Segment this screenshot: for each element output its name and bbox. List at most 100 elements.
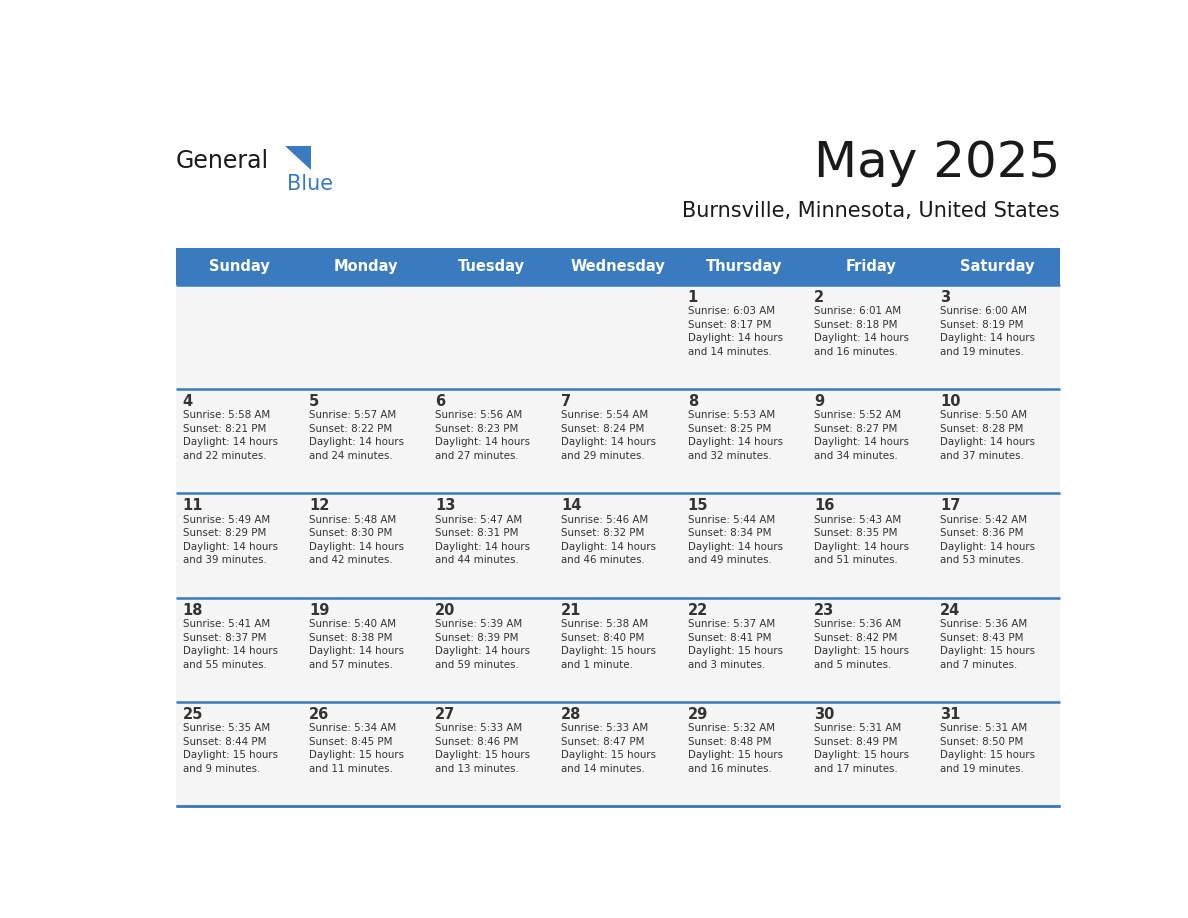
Text: 13: 13 (435, 498, 455, 513)
Bar (429, 598, 555, 702)
Bar (176, 285, 303, 389)
Text: 30: 30 (814, 707, 834, 722)
Bar (429, 389, 555, 493)
Text: 14: 14 (562, 498, 582, 513)
Bar (176, 598, 303, 702)
Text: 18: 18 (183, 603, 203, 618)
Text: 10: 10 (940, 394, 961, 409)
Bar (429, 702, 555, 806)
Text: 23: 23 (814, 603, 834, 618)
Text: 12: 12 (309, 498, 329, 513)
Text: Sunrise: 5:56 AM
Sunset: 8:23 PM
Daylight: 14 hours
and 27 minutes.: Sunrise: 5:56 AM Sunset: 8:23 PM Dayligh… (435, 410, 530, 461)
Text: 24: 24 (940, 603, 960, 618)
Text: Sunrise: 5:35 AM
Sunset: 8:44 PM
Daylight: 15 hours
and 9 minutes.: Sunrise: 5:35 AM Sunset: 8:44 PM Dayligh… (183, 723, 278, 774)
Bar (303, 493, 429, 598)
Text: 2: 2 (814, 290, 824, 305)
Text: Sunrise: 5:38 AM
Sunset: 8:40 PM
Daylight: 15 hours
and 1 minute.: Sunrise: 5:38 AM Sunset: 8:40 PM Dayligh… (562, 619, 656, 670)
Text: May 2025: May 2025 (814, 140, 1060, 187)
Text: 17: 17 (940, 498, 961, 513)
Bar (808, 702, 934, 806)
Text: Sunrise: 5:36 AM
Sunset: 8:43 PM
Daylight: 15 hours
and 7 minutes.: Sunrise: 5:36 AM Sunset: 8:43 PM Dayligh… (940, 619, 1035, 670)
Text: Wednesday: Wednesday (570, 259, 665, 274)
Bar (176, 493, 303, 598)
Bar (934, 248, 1060, 285)
Text: Sunrise: 5:57 AM
Sunset: 8:22 PM
Daylight: 14 hours
and 24 minutes.: Sunrise: 5:57 AM Sunset: 8:22 PM Dayligh… (309, 410, 404, 461)
Bar (681, 248, 808, 285)
Text: Sunrise: 5:33 AM
Sunset: 8:47 PM
Daylight: 15 hours
and 14 minutes.: Sunrise: 5:33 AM Sunset: 8:47 PM Dayligh… (562, 723, 656, 774)
Text: 16: 16 (814, 498, 834, 513)
Bar (808, 285, 934, 389)
Text: Sunrise: 5:39 AM
Sunset: 8:39 PM
Daylight: 14 hours
and 59 minutes.: Sunrise: 5:39 AM Sunset: 8:39 PM Dayligh… (435, 619, 530, 670)
Bar (303, 702, 429, 806)
Bar (681, 493, 808, 598)
Text: 19: 19 (309, 603, 329, 618)
Text: Sunrise: 6:01 AM
Sunset: 8:18 PM
Daylight: 14 hours
and 16 minutes.: Sunrise: 6:01 AM Sunset: 8:18 PM Dayligh… (814, 306, 909, 357)
Text: Sunrise: 5:40 AM
Sunset: 8:38 PM
Daylight: 14 hours
and 57 minutes.: Sunrise: 5:40 AM Sunset: 8:38 PM Dayligh… (309, 619, 404, 670)
Text: Burnsville, Minnesota, United States: Burnsville, Minnesota, United States (682, 200, 1060, 220)
Text: Friday: Friday (845, 259, 896, 274)
Text: Sunrise: 5:36 AM
Sunset: 8:42 PM
Daylight: 15 hours
and 5 minutes.: Sunrise: 5:36 AM Sunset: 8:42 PM Dayligh… (814, 619, 909, 670)
Text: 9: 9 (814, 394, 824, 409)
Text: 8: 8 (688, 394, 697, 409)
Text: 26: 26 (309, 707, 329, 722)
Text: Sunrise: 5:31 AM
Sunset: 8:50 PM
Daylight: 15 hours
and 19 minutes.: Sunrise: 5:31 AM Sunset: 8:50 PM Dayligh… (940, 723, 1035, 774)
Text: 27: 27 (435, 707, 455, 722)
Bar (934, 493, 1060, 598)
Text: Blue: Blue (286, 174, 333, 194)
Bar (429, 493, 555, 598)
Text: Sunrise: 5:48 AM
Sunset: 8:30 PM
Daylight: 14 hours
and 42 minutes.: Sunrise: 5:48 AM Sunset: 8:30 PM Dayligh… (309, 515, 404, 565)
Text: Sunrise: 5:44 AM
Sunset: 8:34 PM
Daylight: 14 hours
and 49 minutes.: Sunrise: 5:44 AM Sunset: 8:34 PM Dayligh… (688, 515, 783, 565)
Text: Sunrise: 5:32 AM
Sunset: 8:48 PM
Daylight: 15 hours
and 16 minutes.: Sunrise: 5:32 AM Sunset: 8:48 PM Dayligh… (688, 723, 783, 774)
Bar (176, 248, 303, 285)
Text: 20: 20 (435, 603, 455, 618)
Text: Saturday: Saturday (960, 259, 1034, 274)
Text: 3: 3 (940, 290, 950, 305)
Bar (934, 702, 1060, 806)
Bar (555, 493, 681, 598)
Bar (808, 389, 934, 493)
Text: 21: 21 (562, 603, 582, 618)
Bar (808, 248, 934, 285)
Text: 4: 4 (183, 394, 192, 409)
Text: Sunrise: 5:52 AM
Sunset: 8:27 PM
Daylight: 14 hours
and 34 minutes.: Sunrise: 5:52 AM Sunset: 8:27 PM Dayligh… (814, 410, 909, 461)
Bar (555, 598, 681, 702)
Bar (681, 702, 808, 806)
Text: Sunrise: 5:49 AM
Sunset: 8:29 PM
Daylight: 14 hours
and 39 minutes.: Sunrise: 5:49 AM Sunset: 8:29 PM Dayligh… (183, 515, 278, 565)
Text: Thursday: Thursday (706, 259, 783, 274)
Bar (176, 702, 303, 806)
Text: 22: 22 (688, 603, 708, 618)
Text: General: General (176, 149, 270, 174)
Bar (681, 285, 808, 389)
Text: Sunrise: 5:33 AM
Sunset: 8:46 PM
Daylight: 15 hours
and 13 minutes.: Sunrise: 5:33 AM Sunset: 8:46 PM Dayligh… (435, 723, 530, 774)
Text: Sunrise: 5:41 AM
Sunset: 8:37 PM
Daylight: 14 hours
and 55 minutes.: Sunrise: 5:41 AM Sunset: 8:37 PM Dayligh… (183, 619, 278, 670)
Text: Sunrise: 5:47 AM
Sunset: 8:31 PM
Daylight: 14 hours
and 44 minutes.: Sunrise: 5:47 AM Sunset: 8:31 PM Dayligh… (435, 515, 530, 565)
Text: Sunrise: 5:58 AM
Sunset: 8:21 PM
Daylight: 14 hours
and 22 minutes.: Sunrise: 5:58 AM Sunset: 8:21 PM Dayligh… (183, 410, 278, 461)
Text: 5: 5 (309, 394, 320, 409)
Text: 6: 6 (435, 394, 446, 409)
Text: Sunrise: 5:34 AM
Sunset: 8:45 PM
Daylight: 15 hours
and 11 minutes.: Sunrise: 5:34 AM Sunset: 8:45 PM Dayligh… (309, 723, 404, 774)
Text: Tuesday: Tuesday (459, 259, 525, 274)
Text: Sunrise: 5:46 AM
Sunset: 8:32 PM
Daylight: 14 hours
and 46 minutes.: Sunrise: 5:46 AM Sunset: 8:32 PM Dayligh… (562, 515, 656, 565)
Bar (555, 389, 681, 493)
Polygon shape (285, 145, 310, 170)
Bar (808, 493, 934, 598)
Text: 11: 11 (183, 498, 203, 513)
Text: 1: 1 (688, 290, 697, 305)
Text: Sunrise: 5:50 AM
Sunset: 8:28 PM
Daylight: 14 hours
and 37 minutes.: Sunrise: 5:50 AM Sunset: 8:28 PM Dayligh… (940, 410, 1035, 461)
Text: Sunrise: 5:54 AM
Sunset: 8:24 PM
Daylight: 14 hours
and 29 minutes.: Sunrise: 5:54 AM Sunset: 8:24 PM Dayligh… (562, 410, 656, 461)
Bar (681, 389, 808, 493)
Text: 29: 29 (688, 707, 708, 722)
Bar (555, 702, 681, 806)
Text: Sunrise: 5:37 AM
Sunset: 8:41 PM
Daylight: 15 hours
and 3 minutes.: Sunrise: 5:37 AM Sunset: 8:41 PM Dayligh… (688, 619, 783, 670)
Bar (303, 598, 429, 702)
Text: Sunrise: 5:42 AM
Sunset: 8:36 PM
Daylight: 14 hours
and 53 minutes.: Sunrise: 5:42 AM Sunset: 8:36 PM Dayligh… (940, 515, 1035, 565)
Text: Sunrise: 5:43 AM
Sunset: 8:35 PM
Daylight: 14 hours
and 51 minutes.: Sunrise: 5:43 AM Sunset: 8:35 PM Dayligh… (814, 515, 909, 565)
Text: 28: 28 (562, 707, 582, 722)
Bar (429, 248, 555, 285)
Text: 25: 25 (183, 707, 203, 722)
Text: Sunrise: 5:31 AM
Sunset: 8:49 PM
Daylight: 15 hours
and 17 minutes.: Sunrise: 5:31 AM Sunset: 8:49 PM Dayligh… (814, 723, 909, 774)
Text: Sunrise: 5:53 AM
Sunset: 8:25 PM
Daylight: 14 hours
and 32 minutes.: Sunrise: 5:53 AM Sunset: 8:25 PM Dayligh… (688, 410, 783, 461)
Text: 31: 31 (940, 707, 961, 722)
Text: Sunday: Sunday (209, 259, 270, 274)
Bar (429, 285, 555, 389)
